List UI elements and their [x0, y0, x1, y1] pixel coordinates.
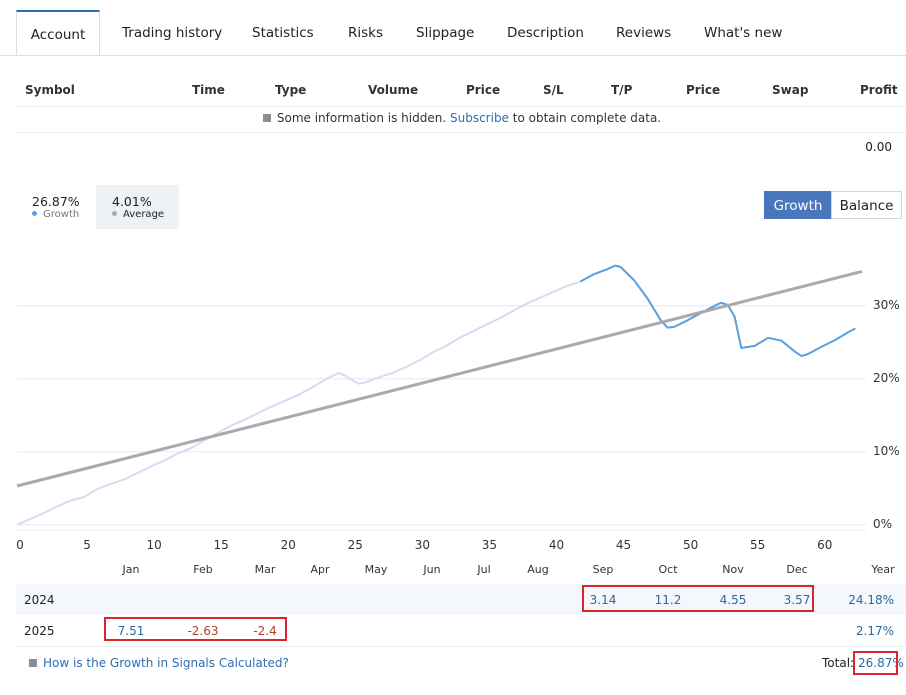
year-label: 2024	[24, 593, 55, 607]
y-tick-label: 0%	[873, 516, 893, 531]
x-tick-label: 0	[16, 538, 24, 552]
info-icon	[262, 113, 271, 122]
col-type: Type	[275, 83, 307, 97]
col-volume: Volume	[368, 83, 419, 97]
year-row-2025: 2025 7.51 -2.63 -2.4 2.17%	[16, 615, 906, 646]
tab-trading-history[interactable]: Trading history	[122, 25, 223, 41]
col-sl: S/L	[543, 83, 564, 97]
col-time: Time	[192, 83, 225, 97]
growth-history-line	[16, 280, 581, 526]
x-tick-label: 55	[750, 538, 766, 552]
info-icon	[29, 658, 37, 667]
subscribe-link[interactable]: Subscribe	[449, 111, 509, 125]
month-value: 3.57	[783, 593, 811, 607]
divider	[16, 646, 906, 647]
x-tick-label: 15	[213, 538, 229, 552]
month-header: May	[364, 563, 388, 576]
average-legend[interactable]: 4.01% Average	[96, 185, 179, 229]
month-header: Dec	[786, 563, 808, 576]
y-tick-label: 10%	[873, 443, 900, 458]
month-value: 7.51	[117, 624, 145, 638]
divider	[16, 106, 906, 107]
total-label: Total:	[822, 656, 855, 670]
highlight-2024-months	[582, 585, 814, 612]
tab-account[interactable]: Account	[16, 10, 100, 55]
x-tick-label: 10	[146, 538, 162, 552]
tab-reviews[interactable]: Reviews	[616, 25, 672, 41]
month-value: 4.55	[719, 593, 747, 607]
year-label: 2025	[24, 624, 55, 638]
month-header: Nov	[722, 563, 744, 576]
col-profit: Profit	[860, 83, 898, 97]
total-value: 26.87%	[858, 656, 904, 670]
month-header: Jul	[477, 563, 491, 576]
month-header: Aug	[527, 563, 549, 576]
month-header: Jan	[122, 563, 140, 576]
highlight-2025-months	[104, 617, 287, 641]
x-tick-label: 40	[548, 538, 565, 552]
growth-legend[interactable]: 26.87% Growth	[32, 185, 92, 229]
year-row-2024: 2024 3.14 11.2 4.55 3.57 24.18%	[16, 584, 906, 615]
x-tick-label: 5	[83, 538, 91, 552]
y-tick-label: 20%	[873, 370, 900, 385]
growth-toggle-button[interactable]: Growth	[764, 191, 832, 219]
x-tick-label: 50	[682, 538, 699, 552]
month-value: -2.4	[253, 624, 277, 638]
x-tick-label: 35	[481, 538, 498, 552]
col-price-open: Price	[466, 83, 501, 97]
average-line	[16, 269, 863, 488]
month-value: 3.14	[589, 593, 617, 607]
growth-calculation-link[interactable]: How is the Growth in Signals Calculated?	[29, 656, 289, 670]
month-header: Year	[871, 563, 895, 576]
average-legend-label: Average	[112, 209, 164, 220]
month-value: -2.63	[187, 624, 219, 638]
col-swap: Swap	[772, 83, 809, 97]
col-price-close: Price	[686, 83, 721, 97]
tab-description[interactable]: Description	[507, 25, 584, 41]
average-value: 4.01%	[112, 194, 152, 209]
month-header: Oct	[658, 563, 678, 576]
growth-dot-icon	[32, 210, 37, 216]
month-header: Feb	[193, 563, 213, 576]
average-dot-icon	[112, 210, 117, 216]
col-tp: T/P	[611, 83, 633, 97]
month-header: Jun	[423, 563, 441, 576]
tab-bar: Account Trading history Statistics Risks…	[0, 0, 906, 56]
notice-text: Some information is hidden.	[276, 111, 447, 125]
month-header: Mar	[254, 563, 276, 576]
growth-value: 26.87%	[32, 194, 80, 209]
year-total: 24.18%	[848, 593, 894, 607]
tab-slippage[interactable]: Slippage	[416, 25, 475, 41]
highlight-total	[853, 651, 898, 675]
month-header: Apr	[310, 563, 330, 576]
y-tick-label: 30%	[873, 297, 900, 312]
balance-toggle-button[interactable]: Balance	[831, 191, 902, 219]
growth-legend-label: Growth	[32, 209, 79, 220]
x-tick-label: 25	[347, 538, 363, 552]
tab-whats-new[interactable]: What's new	[704, 25, 783, 41]
col-symbol: Symbol	[25, 83, 75, 97]
x-tick-label: 20	[280, 538, 296, 552]
divider	[16, 132, 906, 133]
x-tick-label: 60	[817, 538, 833, 552]
hidden-info-notice: Some information is hidden. Subscribe to…	[0, 111, 906, 125]
x-tick-label: 45	[615, 538, 632, 552]
notice-text-after: to obtain complete data.	[512, 111, 662, 125]
month-value: 11.2	[654, 593, 682, 607]
tab-statistics[interactable]: Statistics	[252, 25, 314, 41]
tab-risks[interactable]: Risks	[348, 25, 384, 41]
profit-total: 0.00	[865, 140, 892, 154]
month-header: Sep	[592, 563, 614, 576]
growth-line	[579, 264, 856, 358]
x-tick-label: 30	[414, 538, 431, 552]
year-total: 2.17%	[855, 624, 894, 638]
